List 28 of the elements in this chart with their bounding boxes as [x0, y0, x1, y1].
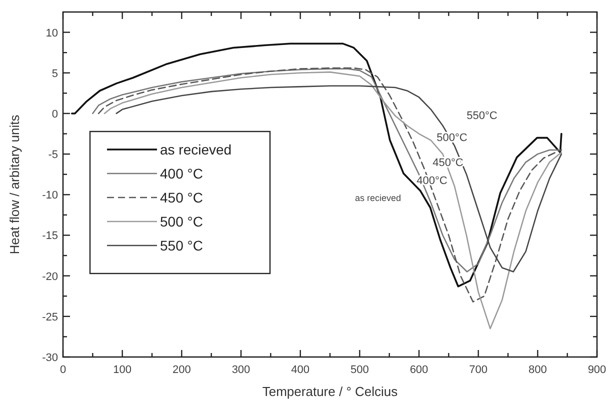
legend-label: 550 °C [160, 238, 203, 254]
x-tick-label: 400 [291, 364, 310, 376]
y-tick-label: 5 [52, 68, 58, 80]
x-tick-label: 300 [232, 364, 250, 376]
x-tick-label: 900 [588, 364, 606, 376]
x-tick-label: 700 [469, 364, 488, 376]
y-tick-label: -15 [42, 230, 58, 242]
y-tick-label: -30 [42, 352, 58, 364]
y-axis-title: Heat flow / arbitary units [7, 114, 22, 254]
y-tick-label: 10 [46, 27, 58, 40]
x-tick-label: 100 [113, 364, 132, 376]
x-tick-label: 500 [350, 364, 369, 376]
annotation: 550°C [466, 110, 498, 122]
legend-label: 500 °C [160, 214, 203, 230]
y-tick-label: -10 [42, 190, 58, 202]
x-tick-label: 800 [528, 364, 547, 376]
y-tick-label: -20 [42, 270, 58, 283]
x-tick-label: 0 [60, 364, 66, 376]
annotation: as recieved [354, 193, 402, 203]
y-tick-label: -5 [48, 149, 58, 162]
legend-label: as recieved [160, 142, 232, 158]
x-tick-label: 200 [172, 364, 191, 376]
y-tick-label: 0 [52, 108, 58, 120]
legend-label: 450 °C [160, 190, 203, 206]
legend-label: 400 °C [160, 166, 203, 182]
x-tick-label: 600 [410, 364, 428, 376]
x-axis-title: Temperature / ° Celcius [262, 384, 398, 399]
y-tick-label: -25 [42, 311, 58, 324]
